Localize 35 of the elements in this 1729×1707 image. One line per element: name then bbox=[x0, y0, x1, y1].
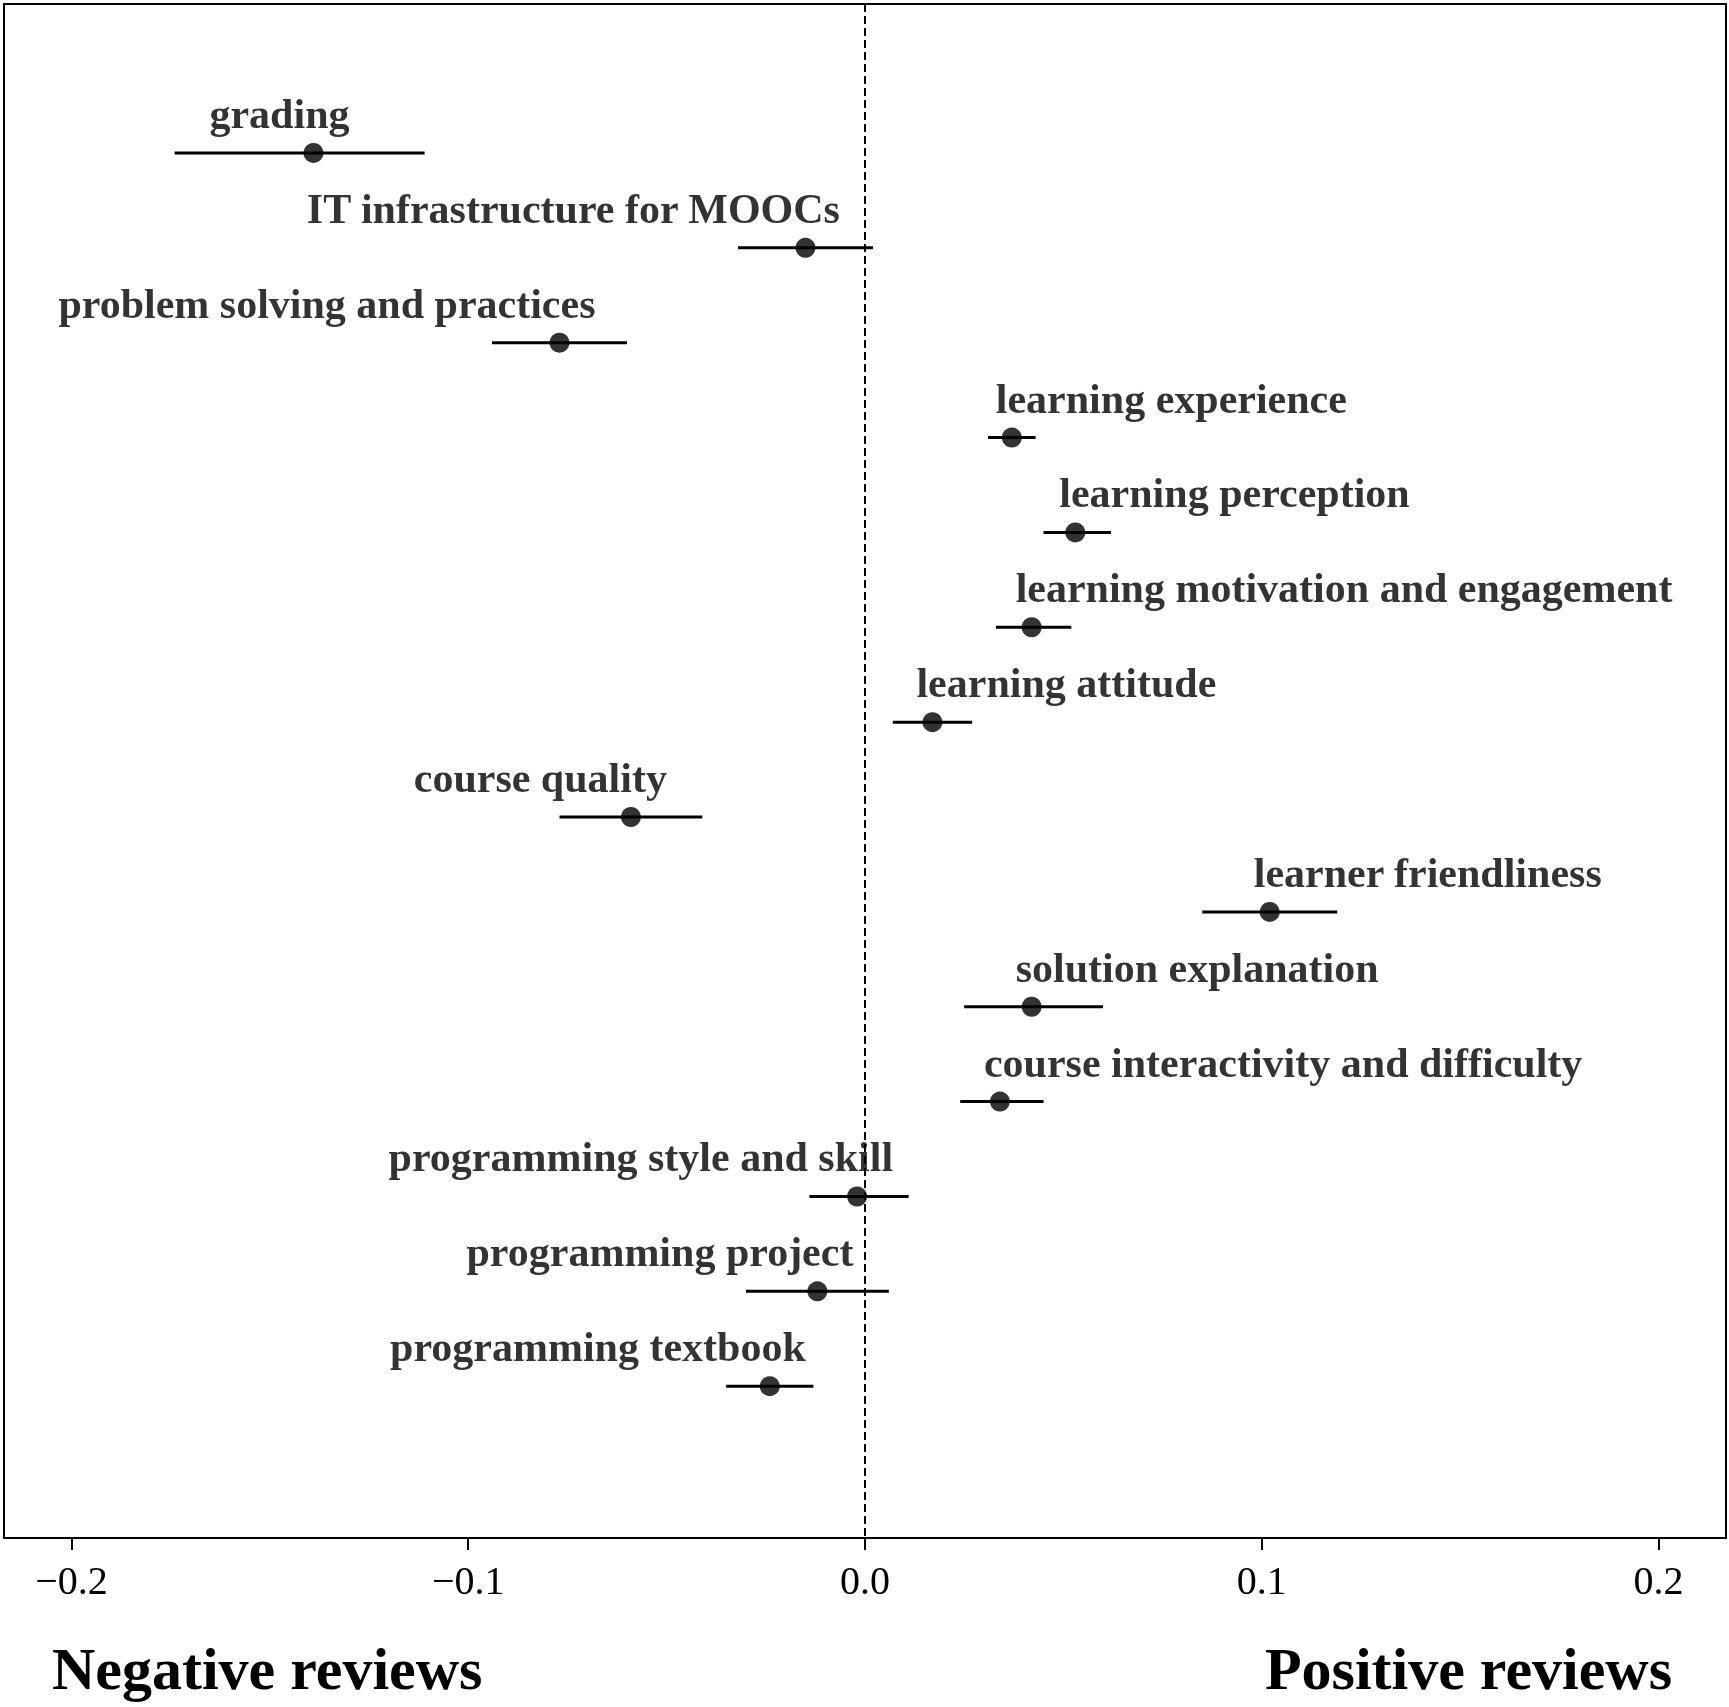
text: Positive reviews bbox=[1264, 1636, 1672, 1702]
point bbox=[795, 237, 816, 258]
point bbox=[1001, 427, 1022, 448]
text: Negative reviews bbox=[52, 1636, 483, 1702]
point bbox=[807, 1281, 828, 1302]
y-tick-label: programming textbook bbox=[390, 1324, 807, 1371]
y-tick-label: learning experience bbox=[995, 375, 1347, 422]
point bbox=[922, 712, 943, 733]
x-tick-label: −0.1 bbox=[431, 1557, 505, 1603]
y-tick-label: problem solving and practices bbox=[58, 280, 596, 327]
x-tick-label: 0.1 bbox=[1236, 1557, 1287, 1603]
point bbox=[1065, 522, 1086, 543]
y-tick-label: grading bbox=[209, 90, 350, 137]
y-tick-label: programming project bbox=[466, 1229, 854, 1276]
point bbox=[549, 332, 570, 353]
point bbox=[303, 142, 324, 163]
y-tick-label: course quality bbox=[413, 755, 667, 802]
y-tick-label: course interactivity and difficulty bbox=[983, 1039, 1583, 1086]
point bbox=[847, 1186, 868, 1207]
point bbox=[620, 807, 641, 827]
point bbox=[759, 1376, 780, 1397]
x-tick-label: 0.0 bbox=[840, 1557, 890, 1603]
y-tick-label: learner friendliness bbox=[1253, 849, 1602, 896]
point bbox=[989, 1091, 1010, 1112]
point bbox=[1021, 617, 1042, 638]
point bbox=[1259, 901, 1280, 922]
y-tick-label: learning attitude bbox=[916, 660, 1217, 707]
x-tick-label: 0.2 bbox=[1633, 1557, 1684, 1603]
point bbox=[1021, 996, 1042, 1017]
y-tick-label: learning motivation and engagement bbox=[1015, 565, 1673, 612]
y-tick-label: learning perception bbox=[1059, 470, 1410, 517]
y-tick-label: programming style and skill bbox=[388, 1134, 894, 1181]
y-tick-label: IT infrastructure for MOOCs bbox=[306, 185, 840, 232]
y-tick-label: solution explanation bbox=[1015, 944, 1379, 991]
x-tick-label: −0.2 bbox=[35, 1557, 108, 1603]
